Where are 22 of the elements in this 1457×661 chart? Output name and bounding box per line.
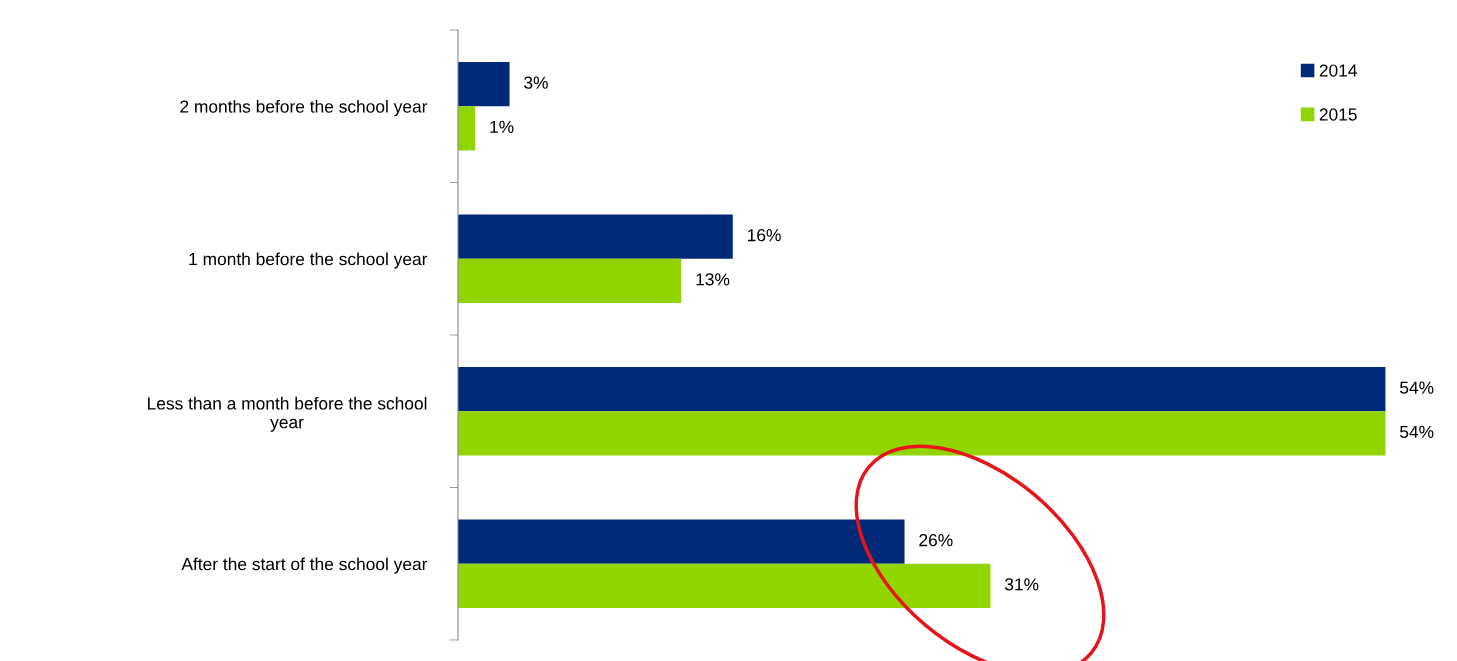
- y-tick-label: 1 month before the school year: [189, 252, 428, 269]
- data-label: 1%: [490, 120, 514, 133]
- bar: [458, 367, 1386, 412]
- y-tick-label: After the start of the school year: [181, 557, 428, 574]
- bar: [458, 214, 733, 259]
- data-label: 13%: [696, 273, 730, 286]
- bar: [458, 563, 991, 608]
- bar: [458, 62, 510, 107]
- data-label: 3%: [524, 76, 548, 89]
- legend-label: 2014: [1319, 64, 1357, 77]
- data-label: 54%: [1400, 381, 1434, 394]
- data-label: 26%: [919, 534, 953, 547]
- bar: [458, 106, 476, 151]
- bar: [458, 258, 682, 303]
- bar: [458, 411, 1386, 456]
- data-label: 16%: [748, 229, 781, 242]
- bar: [458, 519, 905, 564]
- legend-label: 2015: [1319, 108, 1357, 121]
- data-label: 54%: [1400, 425, 1434, 439]
- y-tick-label: Less than a month before the school year: [148, 396, 427, 432]
- y-tick-label: 2 months before the school year: [180, 99, 428, 117]
- data-label: 31%: [1004, 578, 1039, 591]
